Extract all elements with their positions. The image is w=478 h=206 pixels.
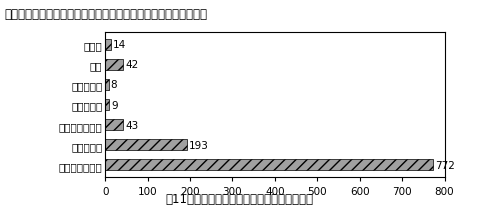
Bar — [105, 140, 187, 151]
Text: 8: 8 — [111, 80, 117, 90]
Bar — [105, 160, 433, 171]
Text: 43: 43 — [126, 120, 139, 130]
Text: 772: 772 — [435, 160, 455, 170]
Bar — [105, 80, 109, 91]
Bar — [105, 99, 109, 111]
Text: 42: 42 — [125, 60, 138, 70]
Text: 14: 14 — [113, 40, 127, 50]
Text: 193: 193 — [189, 140, 209, 150]
Text: 問９．あなたは、北島町立図書館以外の読書を利用していますか: 問９．あなたは、北島町立図書館以外の読書を利用していますか — [5, 8, 208, 21]
Bar — [105, 119, 123, 131]
Bar — [105, 60, 123, 70]
Bar — [105, 40, 111, 50]
Text: 図11　北島町立図書館以外の読書施設の利用: 図11 北島町立図書館以外の読書施設の利用 — [165, 192, 313, 205]
Text: 9: 9 — [111, 100, 118, 110]
